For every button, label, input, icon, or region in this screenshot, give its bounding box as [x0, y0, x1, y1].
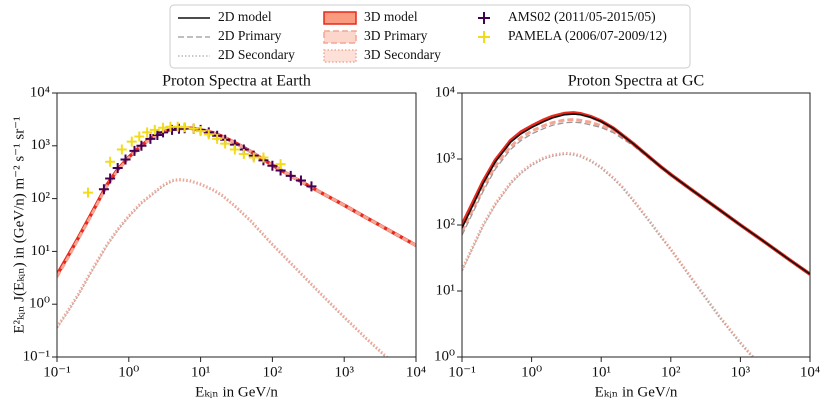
data-point [158, 122, 169, 133]
data-point [149, 124, 160, 135]
data-point [105, 156, 116, 167]
data-point [129, 145, 140, 156]
data-point [203, 129, 214, 140]
data-point [126, 136, 137, 147]
x-tick-label: 10² [263, 364, 283, 380]
legend-patch [323, 11, 357, 25]
data-point [116, 144, 127, 155]
x-axis-label: Eₖᵢₙ in GeV/n [595, 384, 678, 400]
data-point [120, 154, 131, 165]
data-point [220, 138, 231, 149]
data-point [306, 181, 317, 192]
x-tick-label: 10² [661, 364, 681, 380]
legend-label: PAMELA (2006/07-2009/12) [508, 28, 667, 43]
data-point [195, 126, 206, 137]
data-point [285, 170, 296, 181]
y-tick-label: 10² [31, 190, 51, 206]
data-point [248, 152, 259, 163]
series-line [462, 113, 810, 275]
x-tick-label: 10⁴ [406, 364, 426, 380]
data-point [134, 131, 145, 142]
x-tick-label: 10³ [334, 364, 354, 380]
x-tick-label: 10¹ [191, 364, 211, 380]
data-point [82, 187, 93, 198]
data-point [212, 133, 223, 144]
data-point [112, 162, 123, 173]
data-point [98, 184, 109, 195]
data-point [105, 173, 116, 184]
data-point [152, 130, 163, 141]
y-axis-label: E²ₖᵢₙ J(Eₖᵢₙ) in (GeV/n) m⁻² s⁻¹ sr⁻¹ [11, 116, 27, 333]
y-tick-label: 10³ [436, 150, 456, 166]
y-tick-label: 10¹ [31, 243, 51, 259]
series-line [57, 126, 416, 278]
y-tick-label: 10³ [31, 137, 51, 153]
x-tick-label: 10⁻¹ [448, 364, 475, 380]
data-point [275, 159, 286, 170]
axes-frame [56, 92, 417, 358]
chart-title: Proton Spectra at GC [568, 73, 704, 90]
data-point [179, 122, 190, 133]
y-tick-label: 10⁻¹ [23, 348, 50, 364]
x-tick-label: 10¹ [591, 364, 611, 380]
data-point [238, 148, 249, 159]
x-tick-label: 10⁰ [118, 364, 139, 380]
legend-box [169, 4, 691, 69]
data-point [258, 152, 269, 163]
x-tick-label: 10³ [731, 364, 751, 380]
legend-label: AMS02 (2011/05-2015/05) [508, 9, 656, 24]
chart-title: Proton Spectra at Earth [162, 73, 311, 90]
data-point [229, 144, 240, 155]
legend-label: 3D Secondary [364, 47, 441, 62]
legend-label: 2D Primary [218, 28, 282, 43]
y-tick-label: 10⁰ [434, 348, 455, 364]
series-line [462, 153, 754, 357]
legend-label: 3D Primary [364, 28, 428, 43]
data-point [136, 140, 147, 151]
y-tick-label: 10⁴ [30, 84, 50, 100]
plot-area [462, 111, 810, 357]
legend-label: 2D model [218, 9, 272, 24]
x-tick-label: 10⁻¹ [43, 364, 70, 380]
y-tick-label: 10⁴ [435, 84, 455, 100]
data-point [295, 175, 306, 186]
x-tick-label: 10⁴ [800, 364, 820, 380]
legend-label: 3D model [364, 9, 418, 24]
legend: 2D model 2D Primary 2D Secondary 3D model 3D… [178, 9, 667, 63]
legend-marker [478, 31, 490, 43]
legend-patch [323, 49, 357, 63]
data-point [142, 127, 153, 138]
legend-label: 2D Secondary [218, 47, 295, 62]
data-point [188, 123, 199, 134]
y-tick-label: 10¹ [436, 282, 456, 298]
legend-patch [323, 30, 357, 44]
y-tick-label: 10² [436, 216, 456, 232]
x-axis-label: Eₖᵢₙ in GeV/n [195, 384, 278, 400]
y-tick-label: 10⁰ [29, 296, 50, 312]
plot-area [57, 121, 416, 357]
legend-marker [478, 12, 490, 24]
data-point [145, 133, 156, 144]
x-tick-label: 10⁰ [521, 364, 542, 380]
data-point [267, 160, 278, 171]
